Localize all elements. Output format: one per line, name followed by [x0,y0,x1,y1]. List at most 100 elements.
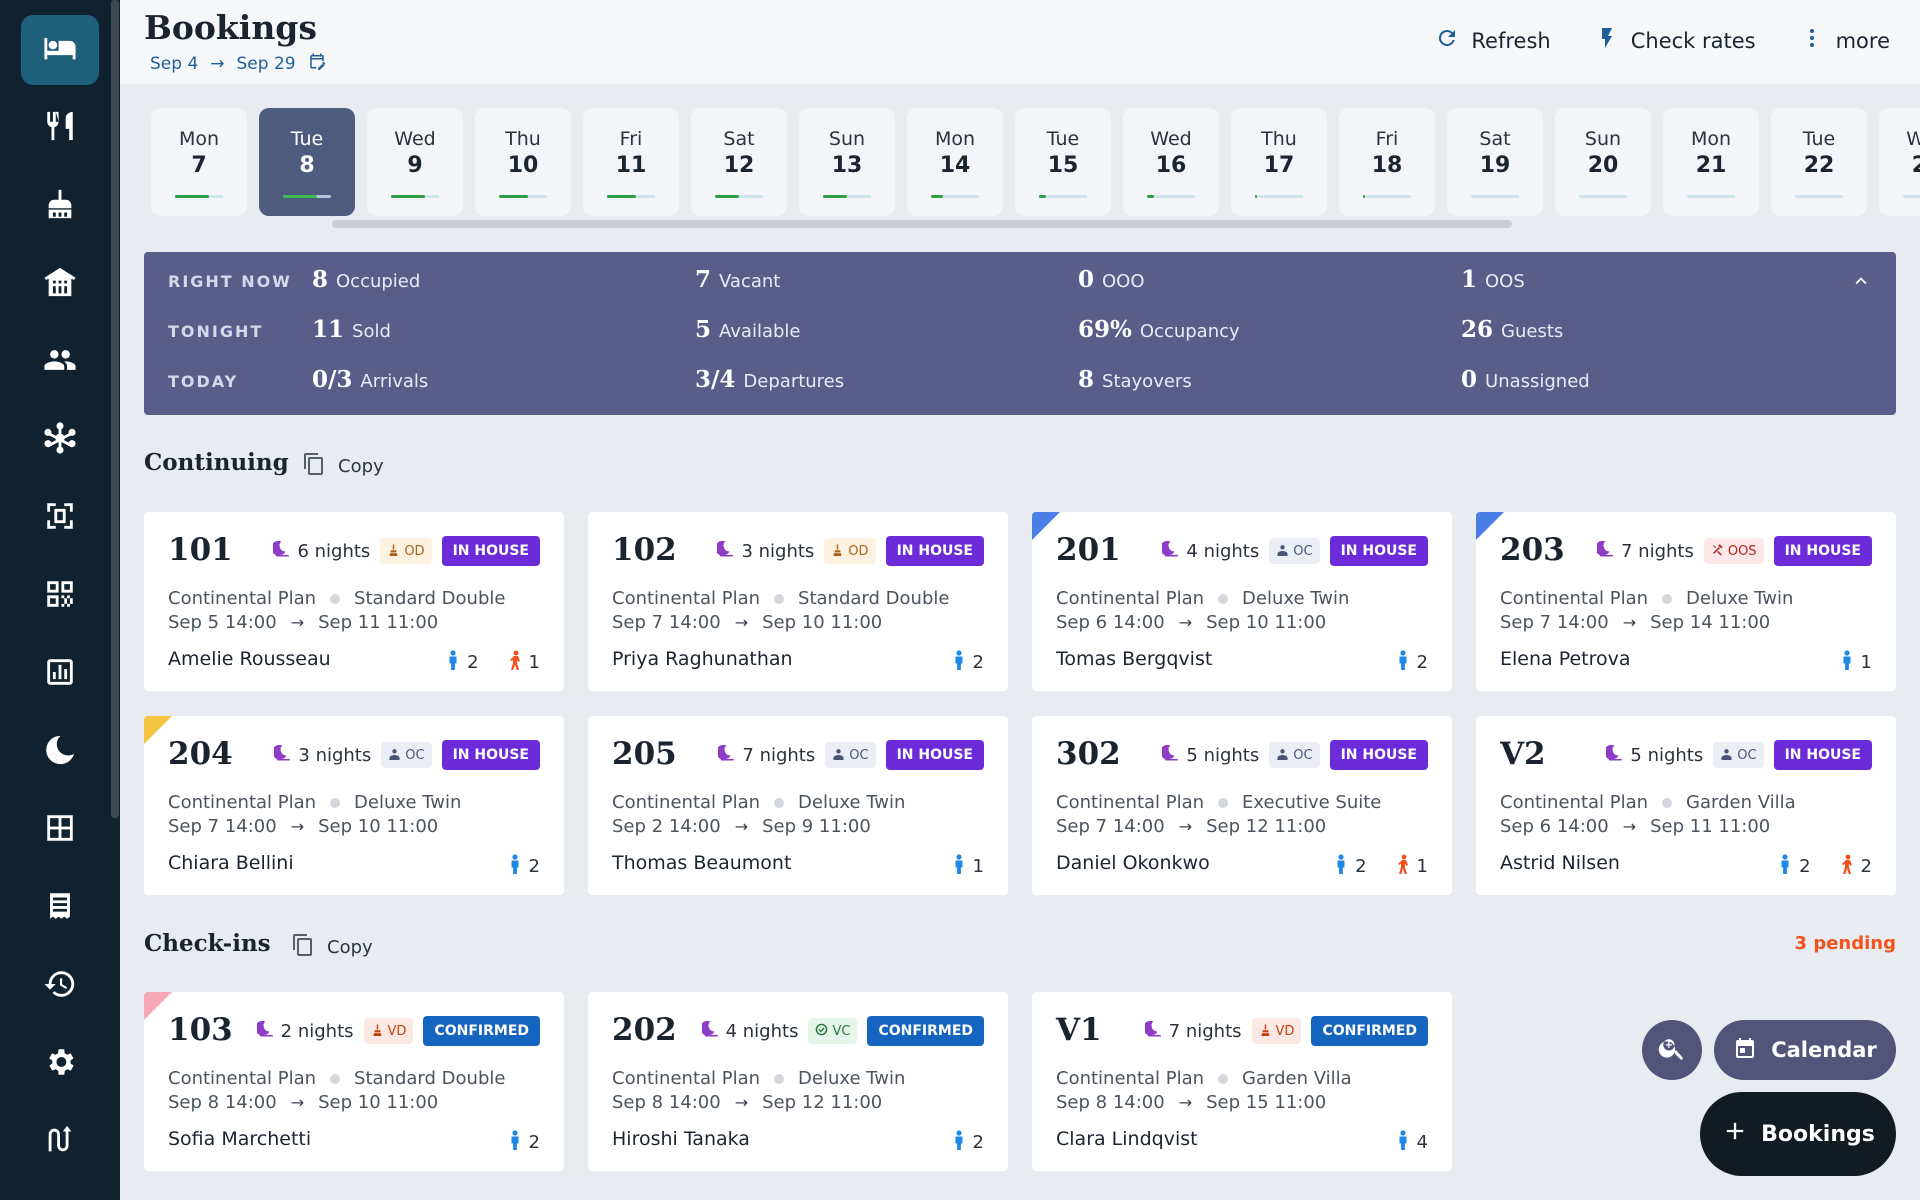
booking-card-204[interactable]: 204 3 nights OC IN HOUSE Continental Plan Del… [144,716,564,895]
booking-card-202[interactable]: 202 4 nights VC CONFIRMED Continental Plan De… [588,992,1008,1171]
nights-count: 4 nights [1186,540,1260,562]
sidebar-item-qr-codes[interactable] [21,561,99,631]
status-badge: CONFIRMED [867,1016,984,1046]
date-range[interactable]: Sep 4 → Sep 29 [150,52,326,75]
arrow-right-icon: → [210,53,225,74]
stat-stayovers: 8 Stayovers [1078,366,1192,393]
day-thu-17[interactable]: Thu 17 [1231,108,1327,216]
day-number: 22 [1803,153,1835,178]
booking-card-205[interactable]: 205 7 nights OC IN HOUSE Continental Plan Del… [588,716,1008,895]
sidebar-item-invoices[interactable] [21,873,99,943]
checkin-time: Sep 8 14:00 [168,1092,277,1113]
sidebar-item-room-plan[interactable] [21,795,99,865]
new-booking-button[interactable]: Bookings [1700,1092,1896,1176]
arrow-right-icon: → [734,613,749,632]
guest-name: Sofia Marchetti [168,1128,312,1150]
day-sun-13[interactable]: Sun 13 [799,108,895,216]
day-wed-9[interactable]: Wed 9 [367,108,463,216]
adult-count: 2 [528,1132,540,1153]
day-name: Sat [1479,128,1511,150]
housekeeping-code: OC [1293,543,1313,559]
sidebar-item-night-audit[interactable] [21,717,99,787]
nights-info: 2 nights [254,1019,354,1044]
day-mon-14[interactable]: Mon 14 [907,108,1003,216]
sidebar-scrollbar[interactable] [111,0,119,818]
chevron-up-icon[interactable] [1850,270,1872,292]
sidebar-item-channels[interactable] [21,405,99,475]
booking-card-203[interactable]: 203 7 nights OOS IN HOUSE Continental Plan De… [1476,512,1896,691]
booking-card-101[interactable]: 101 6 nights OD IN HOUSE Continental Plan Sta… [144,512,564,691]
stat-label: Occupancy [1139,321,1240,342]
sidebar-item-scanner[interactable] [21,483,99,553]
day-tue-22[interactable]: Tue 22 [1771,108,1867,216]
sidebar-item-housekeeping[interactable] [21,171,99,241]
guest-name: Priya Raghunathan [612,648,793,670]
booking-card-103[interactable]: 103 2 nights VD CONFIRMED Continental Plan St… [144,992,564,1171]
booking-card-201[interactable]: 201 4 nights OC IN HOUSE Continental Plan Del… [1032,512,1452,691]
sidebar-item-restaurant[interactable] [21,93,99,163]
housekeeping-status: OD [824,538,876,564]
occupied-clean-icon [832,747,845,764]
occupancy-bar [1147,195,1195,198]
separator-dot [1218,1073,1229,1084]
sidebar-item-guests[interactable] [21,327,99,397]
sidebar-item-properties[interactable] [21,249,99,319]
copy-checkins-button[interactable]: Copy [291,933,373,962]
day-fri-11[interactable]: Fri 11 [583,108,679,216]
booking-card-v2[interactable]: V2 5 nights OC IN HOUSE Continental Plan Gard… [1476,716,1896,895]
stat-label: Guests [1501,321,1564,342]
status-badge: CONFIRMED [1311,1016,1428,1046]
guest-count: 2 [507,854,540,879]
separator-dot [774,593,785,604]
housekeeping-status: VD [1251,1018,1302,1044]
day-thu-10[interactable]: Thu 10 [475,108,571,216]
housekeeping-code: OC [405,747,425,763]
calendar-edit-icon[interactable] [308,52,326,75]
sidebar-item-bookings[interactable] [21,15,99,85]
search-fab[interactable] [1642,1020,1702,1080]
separator-dot [1218,797,1229,808]
day-strip-scrollbar[interactable] [332,220,1512,228]
day-number: 12 [723,153,755,178]
arrow-right-icon: → [1178,613,1193,632]
copy-continuing-button[interactable]: Copy [302,452,384,481]
booking-card-102[interactable]: 102 3 nights OD IN HOUSE Continental Plan Sta… [588,512,1008,691]
more-button[interactable]: more [1800,26,1890,55]
checkin-time: Sep 7 14:00 [168,816,277,837]
day-wed-23[interactable]: Wed 23 [1879,108,1920,216]
calendar-button[interactable]: Calendar [1714,1020,1896,1080]
room-type: Garden Villa [1242,1068,1352,1089]
sidebar-item-history[interactable] [21,951,99,1021]
status-badge: IN HOUSE [441,536,540,566]
nights-info: 7 nights [716,743,815,768]
room-number: 102 [612,532,677,568]
stat-value: 1 [1461,266,1478,293]
day-sat-19[interactable]: Sat 19 [1447,108,1543,216]
day-sat-12[interactable]: Sat 12 [691,108,787,216]
stat-value: 7 [695,266,712,293]
separator-dot [330,1073,341,1084]
day-tue-15[interactable]: Tue 15 [1015,108,1111,216]
adult-icon [1333,854,1349,879]
booking-card-v1[interactable]: V1 7 nights VD CONFIRMED Continental Plan Gar… [1032,992,1452,1171]
refresh-button[interactable]: Refresh [1435,26,1551,55]
nights-icon [254,1019,277,1044]
nights-info: 7 nights [1595,539,1694,564]
day-fri-18[interactable]: Fri 18 [1339,108,1435,216]
day-name: Sun [1584,128,1622,150]
sidebar-item-reports[interactable] [21,639,99,709]
network-icon [43,421,77,459]
day-wed-16[interactable]: Wed 16 [1123,108,1219,216]
day-mon-7[interactable]: Mon 7 [151,108,247,216]
day-mon-21[interactable]: Mon 21 [1663,108,1759,216]
separator-dot [1662,593,1673,604]
booking-card-302[interactable]: 302 5 nights OC IN HOUSE Continental Plan Exe… [1032,716,1452,895]
guest-count: 4 [1395,1130,1428,1155]
stat-label: OOO [1102,271,1145,292]
sidebar-item-integrations[interactable] [21,1107,99,1177]
day-tue-8[interactable]: Tue 8 [259,108,355,216]
day-sun-20[interactable]: Sun 20 [1555,108,1651,216]
day-number: 23 [1911,153,1920,178]
check-rates-button[interactable]: Check rates [1595,26,1756,55]
sidebar-item-settings[interactable] [21,1029,99,1099]
